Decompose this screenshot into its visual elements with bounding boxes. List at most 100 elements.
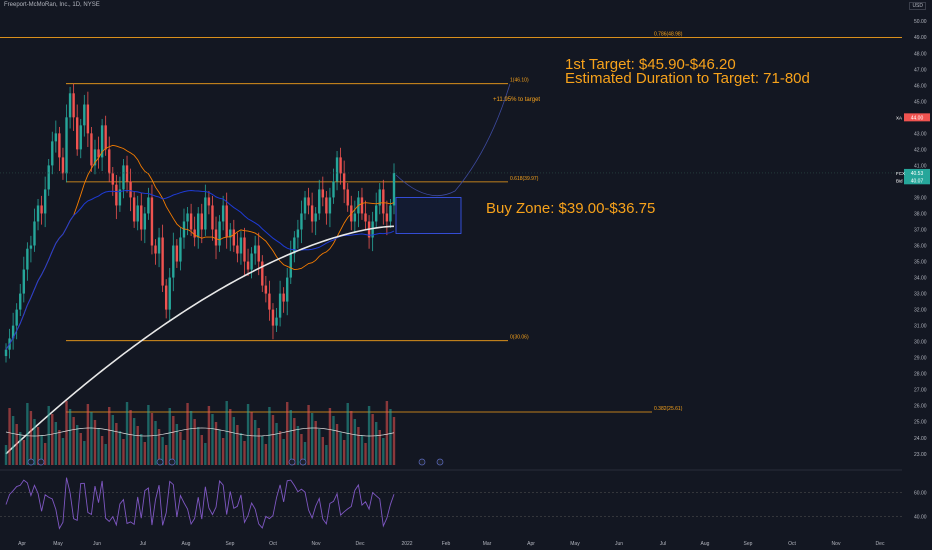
volume-bar (229, 409, 232, 465)
buy-zone-annotation: Buy Zone: $39.00-$36.75 (486, 200, 656, 217)
candle-body (193, 229, 196, 238)
price-tick-label: 39.00 (914, 195, 927, 201)
candle-body (250, 253, 253, 270)
candle-body (364, 213, 367, 222)
volume-bar (200, 435, 203, 465)
volume-bar (303, 442, 307, 465)
currency-label[interactable]: USD (909, 2, 926, 10)
candle-body (179, 237, 182, 262)
volume-bar (325, 445, 328, 465)
candle-body (204, 197, 207, 230)
date-tick-label: Mar (483, 541, 492, 547)
volume-bar (275, 423, 278, 465)
volume-bar (93, 420, 97, 465)
candle-body (325, 197, 328, 214)
candle-body (51, 141, 54, 166)
price-tick-label: 41.00 (914, 163, 927, 169)
candle-body (189, 213, 193, 230)
ma-mid-line (5, 189, 395, 350)
target-annotation-line2: Estimated Duration to Target: 71-80d (565, 70, 810, 87)
candle-body (75, 117, 79, 150)
candle-body (382, 189, 385, 214)
price-tick-label: 42.00 (914, 147, 927, 153)
candle-body (335, 157, 339, 182)
volume-bar (261, 436, 264, 465)
candle-body (150, 197, 154, 246)
candle-body (79, 125, 82, 150)
volume-bar (58, 430, 61, 465)
volume-bar (65, 401, 68, 465)
fib-level-label: 1(46.10) (510, 78, 529, 84)
volume-bar (296, 426, 300, 465)
price-tick-label: 43.00 (914, 131, 927, 137)
volume-bar (357, 427, 360, 465)
projection-curve (395, 83, 511, 197)
rsi-tick-label: 40.00 (914, 515, 927, 521)
target-annotation-line1: 1st Target: $45.90-$46.20 (565, 56, 736, 73)
volume-bar (111, 415, 114, 465)
rsi-line (5, 477, 395, 530)
dividend-marker (288, 458, 296, 466)
candle-body (58, 133, 61, 158)
volume-bar (221, 438, 225, 465)
candle-body (104, 125, 107, 150)
volume-bar (150, 413, 154, 465)
price-tick-label: 29.00 (914, 356, 927, 362)
date-tick-label: Oct (269, 541, 277, 547)
volume-bar (346, 403, 349, 465)
candle-body (289, 253, 292, 278)
candle-body (318, 189, 321, 214)
price-badge-tag: XA (896, 115, 902, 120)
candle-body (19, 293, 22, 310)
candle-body (246, 261, 250, 270)
volume-bar (54, 422, 58, 465)
volume-bar (172, 416, 175, 465)
volume-bar (8, 408, 11, 465)
volume-bar (33, 419, 36, 465)
candle-body (90, 133, 93, 166)
volume-bar (118, 431, 122, 465)
volume-bar (72, 417, 75, 465)
candle-body (268, 293, 271, 310)
candle-body (26, 248, 29, 270)
price-tick-label: 37.00 (914, 227, 927, 233)
price-tick-label: 30.00 (914, 340, 927, 346)
candle-body (275, 317, 278, 326)
volume-bar (164, 445, 168, 465)
price-tick-label: 33.00 (914, 292, 927, 298)
candle-body (100, 125, 104, 158)
date-tick-label: 2022 (401, 541, 412, 547)
volume-bar (318, 429, 321, 465)
volume-bar (22, 440, 25, 465)
candle-body (197, 213, 200, 238)
price-tick-label: 35.00 (914, 260, 927, 266)
volume-bar (268, 407, 271, 465)
volume-bar (40, 435, 43, 465)
volume-bar (214, 422, 218, 465)
candle-body (65, 117, 68, 174)
candle-body (129, 181, 132, 198)
volume-bar (250, 412, 253, 465)
date-tick-label: Apr (18, 541, 26, 547)
volume-bar (68, 409, 72, 465)
candle-body (375, 205, 378, 222)
candle-body (83, 104, 86, 126)
candle-body (168, 277, 171, 310)
volume-bar (100, 436, 104, 465)
volume-bar (286, 402, 289, 465)
split-marker (27, 458, 35, 466)
candle-body (175, 245, 179, 262)
candle-body (161, 237, 164, 286)
volume-bar (211, 414, 214, 465)
candle-body (221, 205, 225, 222)
volume-ma-line (5, 427, 395, 437)
volume-bar (378, 430, 381, 465)
volume-bar (392, 417, 396, 465)
price-tick-label: 46.00 (914, 83, 927, 89)
volume-bar (97, 428, 100, 465)
candle-body (314, 213, 317, 222)
candle-body (186, 213, 189, 222)
buy-zone-rect (395, 197, 462, 234)
volume-bar (182, 440, 186, 465)
